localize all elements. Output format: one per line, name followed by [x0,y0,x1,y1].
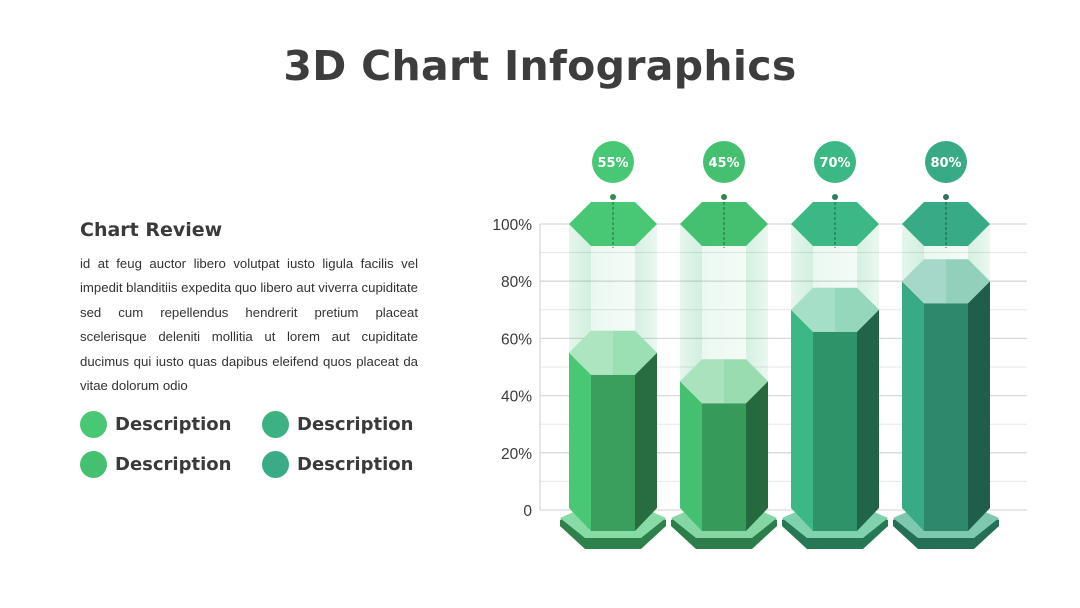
bar-leader-dot [832,194,838,200]
legend-item-2: Description [262,410,442,438]
value-label: 55% [597,156,628,171]
chart-review-text: id at feug auctor libero volutpat iusto … [80,256,418,394]
bar-leader-dot [943,194,949,200]
bar-value-cap [791,287,879,332]
bar-glass-right [746,224,768,382]
bar-side-right [746,381,768,531]
bar-glass-left [680,224,702,382]
value-label: 45% [708,156,739,171]
legend-label-2: Description [297,413,414,435]
bar-value-cap [902,259,990,304]
legend-dot-icon-2 [262,410,289,438]
bar-side-left [569,352,591,531]
bar-front [702,403,746,531]
bar-front [813,331,857,531]
bar-side-left [680,381,702,531]
bar-cap-highlight [791,287,835,332]
chart-review-heading: Chart Review [80,219,223,241]
value-bubble [592,141,634,183]
legend-dot-icon-4 [262,450,289,478]
page-title: 3D Chart Infographics [283,42,797,90]
value-bubble [925,141,967,183]
y-tick-label: 40% [501,389,532,406]
y-tick-label: 100% [492,217,532,234]
bar-cap-highlight [680,359,724,404]
bar-side-left [791,309,813,531]
bar-value-cap [569,330,657,375]
legend-label-3: Description [115,453,232,475]
legend-item-4: Description [262,450,442,478]
y-tick-label: 60% [501,331,532,348]
bar-leader-dot [610,194,616,200]
value-label: 70% [819,156,850,171]
y-tick-label: 20% [501,446,532,463]
bar-side-right [635,352,657,531]
bar-value-cap [680,359,768,404]
bar-side-left [902,281,924,531]
bar-glass-right [857,224,879,310]
bar-cap-highlight [569,330,613,375]
bar-side-right [857,309,879,531]
value-bubble [814,141,856,183]
value-bubble [703,141,745,183]
y-tick-label: 80% [501,274,532,291]
bar-cap-highlight [902,259,946,304]
bar-leader-dot [721,194,727,200]
value-label: 80% [930,156,961,171]
legend: Description Description Description Desc… [80,410,440,478]
bar-front [924,303,968,531]
bar-front [591,374,635,531]
legend-dot-icon-1 [80,410,107,438]
legend-dot-icon-3 [80,450,107,478]
bar-glass-left [569,224,591,353]
bar-glass-right [635,224,657,353]
legend-item-1: Description [80,410,262,438]
legend-label-1: Description [115,413,232,435]
legend-item-3: Description [80,450,262,478]
bar-side-right [968,281,990,531]
bar-glass-left [791,224,813,310]
y-tick-label: 0 [523,503,532,520]
legend-label-4: Description [297,453,414,475]
